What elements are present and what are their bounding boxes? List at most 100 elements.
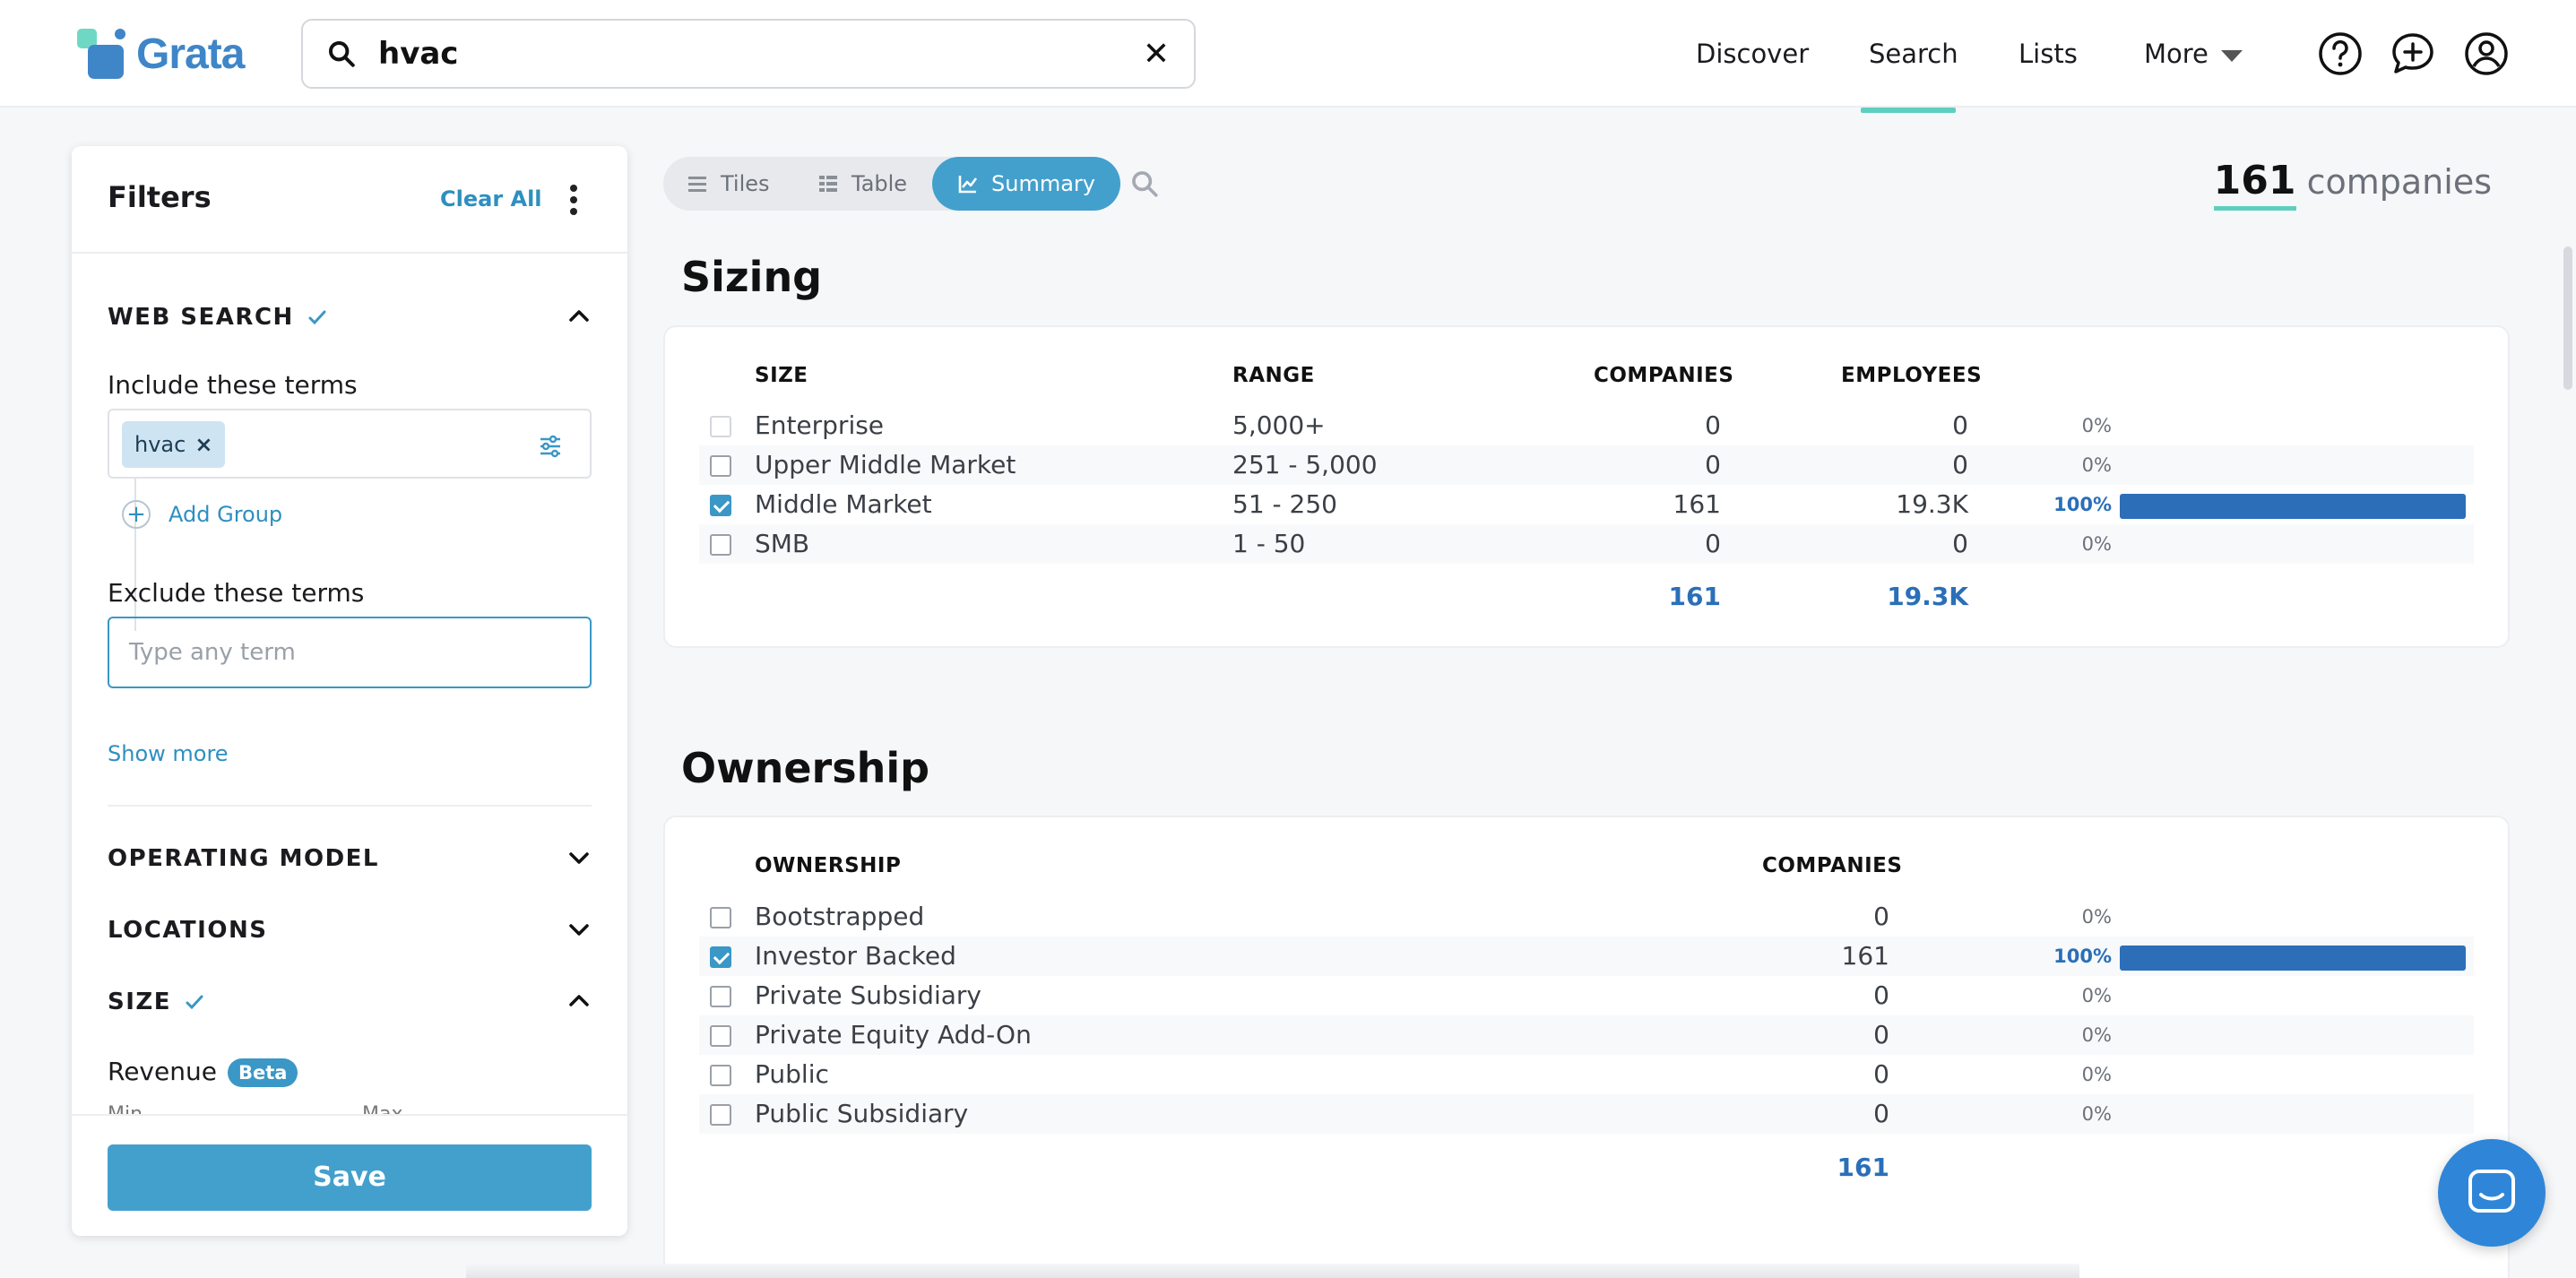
locations-section-header[interactable]: LOCATIONS	[108, 917, 267, 944]
web-search-section-header[interactable]: WEB SEARCH	[108, 304, 328, 331]
row-checkbox[interactable]	[710, 1025, 731, 1047]
summary-view-button[interactable]: Summary	[932, 157, 1120, 211]
nav-more[interactable]: More	[2144, 0, 2243, 108]
check-icon	[186, 995, 203, 1010]
row-checkbox[interactable]	[710, 416, 731, 437]
locations-title: LOCATIONS	[108, 917, 268, 944]
size-cell: Upper Middle Market	[755, 450, 1016, 479]
row-checkbox[interactable]	[710, 534, 731, 556]
ownership-title: Ownership	[681, 744, 930, 792]
percent-cell: 0%	[2081, 454, 2112, 476]
row-checkbox[interactable]	[710, 986, 731, 1007]
top-header: Grata hvac ✕ Discover Search Lists More	[0, 0, 2576, 113]
percent-cell: 0%	[2081, 1103, 2112, 1125]
table-view-button[interactable]: Table	[817, 157, 907, 211]
ownership-row[interactable]: Bootstrapped 0 0%	[699, 897, 2474, 937]
ownership-companies-column-header: COMPANIES	[1762, 854, 1903, 877]
percent-cell: 0%	[2081, 1024, 2112, 1046]
clear-icon[interactable]: ✕	[1142, 35, 1171, 73]
table-icon	[819, 176, 837, 192]
chevron-down-icon[interactable]	[566, 917, 592, 942]
sizing-card	[663, 325, 2510, 648]
ownership-total-companies: 161	[1837, 1153, 1889, 1182]
companies-cell: 0	[1705, 450, 1721, 479]
show-more-link[interactable]: Show more	[108, 741, 229, 766]
user-icon[interactable]	[2463, 30, 2510, 77]
companies-cell: 0	[1873, 1020, 1889, 1049]
companies-cell: 161	[1841, 941, 1889, 971]
remove-term-icon[interactable]: ×	[194, 432, 213, 457]
ownership-row[interactable]: Public Subsidiary 0 0%	[699, 1094, 2474, 1134]
search-icon[interactable]	[1129, 168, 1160, 199]
size-title: SIZE	[108, 989, 172, 1015]
table-label: Table	[851, 171, 908, 196]
view-toggle: Tiles Table Summary	[663, 157, 1120, 211]
employees-cell: 19.3K	[1896, 489, 1968, 519]
help-icon[interactable]	[2317, 30, 2364, 77]
list-icon	[688, 177, 706, 192]
size-section-header[interactable]: SIZE	[108, 989, 205, 1015]
ownership-row[interactable]: Investor Backed 161 100%	[699, 937, 2474, 976]
row-checkbox[interactable]	[710, 1065, 731, 1086]
percent-cell: 100%	[2053, 946, 2112, 967]
exclude-terms-input[interactable]: Type any term	[108, 617, 592, 688]
chevron-up-icon[interactable]	[566, 304, 592, 329]
term-chip[interactable]: hvac ×	[122, 421, 226, 468]
add-group-label: Add Group	[169, 502, 283, 527]
companies-cell: 0	[1873, 902, 1889, 931]
nav-discover[interactable]: Discover	[1696, 39, 1810, 69]
more-options-icon[interactable]	[565, 182, 583, 218]
row-checkbox[interactable]	[710, 907, 731, 928]
add-group-button[interactable]: + Add Group	[122, 500, 282, 529]
ownership-column-header: OWNERSHIP	[755, 854, 902, 877]
percent-cell: 0%	[2081, 906, 2112, 928]
operating-model-title: OPERATING MODEL	[108, 845, 379, 872]
grata-logo[interactable]: Grata	[75, 27, 245, 81]
exclude-terms-label: Exclude these terms	[108, 578, 365, 608]
filters-title: Filters	[108, 180, 212, 214]
operating-model-section-header[interactable]: OPERATING MODEL	[108, 845, 379, 872]
row-checkbox[interactable]	[710, 455, 731, 477]
row-checkbox[interactable]	[710, 495, 731, 516]
sizing-row[interactable]: Enterprise 5,000+ 0 0 0%	[699, 406, 2474, 445]
scrollbar-thumb[interactable]	[2563, 246, 2572, 390]
nav-search[interactable]: Search	[1869, 39, 1958, 69]
percent-cell: 0%	[2081, 415, 2112, 436]
sizing-row[interactable]: SMB 1 - 50 0 0 0%	[699, 524, 2474, 564]
row-checkbox[interactable]	[710, 946, 731, 968]
employees-cell: 0	[1952, 529, 1968, 558]
search-icon	[328, 40, 355, 67]
global-search-box[interactable]: hvac ✕	[301, 19, 1196, 89]
sizing-row[interactable]: Middle Market 51 - 250 161 19.3K 100%	[699, 485, 2474, 524]
clear-all-button[interactable]: Clear All	[440, 186, 542, 212]
size-column-header: SIZE	[755, 364, 808, 387]
term-chip-label: hvac	[134, 432, 186, 457]
employees-cell: 0	[1952, 450, 1968, 479]
percent-bar	[2120, 946, 2466, 971]
row-checkbox[interactable]	[710, 1104, 731, 1126]
save-button[interactable]: Save	[108, 1144, 592, 1211]
beta-badge: Beta	[227, 1058, 298, 1087]
tiles-view-button[interactable]: Tiles	[687, 157, 770, 211]
chevron-down-icon[interactable]	[566, 845, 592, 870]
nav-lists[interactable]: Lists	[2018, 0, 2078, 108]
chevron-up-icon[interactable]	[566, 989, 592, 1014]
percent-cell: 0%	[2081, 985, 2112, 1006]
chat-plus-icon[interactable]	[2390, 30, 2436, 77]
ownership-type-cell: Private Subsidiary	[755, 980, 981, 1010]
messenger-button[interactable]	[2438, 1139, 2546, 1247]
ownership-row[interactable]: Private Equity Add-On 0 0%	[699, 1015, 2474, 1055]
include-terms-field[interactable]: hvac ×	[108, 409, 592, 479]
range-cell: 1 - 50	[1232, 529, 1306, 558]
range-cell: 251 - 5,000	[1232, 450, 1378, 479]
range-cell: 51 - 250	[1232, 489, 1337, 519]
search-input[interactable]: hvac	[378, 36, 459, 72]
companies-column-header: COMPANIES	[1594, 364, 1734, 387]
ownership-type-cell: Investor Backed	[755, 941, 956, 971]
companies-cell: 0	[1873, 980, 1889, 1010]
ownership-row[interactable]: Public 0 0%	[699, 1055, 2474, 1094]
tune-icon[interactable]	[538, 434, 563, 459]
ownership-row[interactable]: Private Subsidiary 0 0%	[699, 976, 2474, 1015]
sizing-row[interactable]: Upper Middle Market 251 - 5,000 0 0 0%	[699, 445, 2474, 485]
nav-lists-label: Lists	[2018, 39, 2078, 69]
